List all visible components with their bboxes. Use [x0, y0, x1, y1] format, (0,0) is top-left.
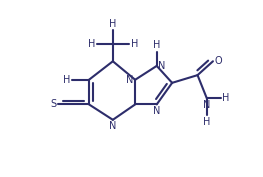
Text: S: S	[50, 99, 57, 109]
Text: H: H	[88, 39, 95, 49]
Text: O: O	[215, 56, 222, 66]
Text: N: N	[126, 75, 134, 85]
Text: H: H	[63, 75, 70, 85]
Text: H: H	[203, 117, 210, 127]
Text: H: H	[222, 93, 230, 103]
Text: N: N	[153, 106, 160, 116]
Text: H: H	[153, 41, 160, 50]
Text: N: N	[109, 121, 117, 131]
Text: N: N	[203, 100, 210, 110]
Text: N: N	[158, 61, 166, 71]
Text: H: H	[109, 19, 117, 29]
Text: H: H	[130, 39, 138, 49]
